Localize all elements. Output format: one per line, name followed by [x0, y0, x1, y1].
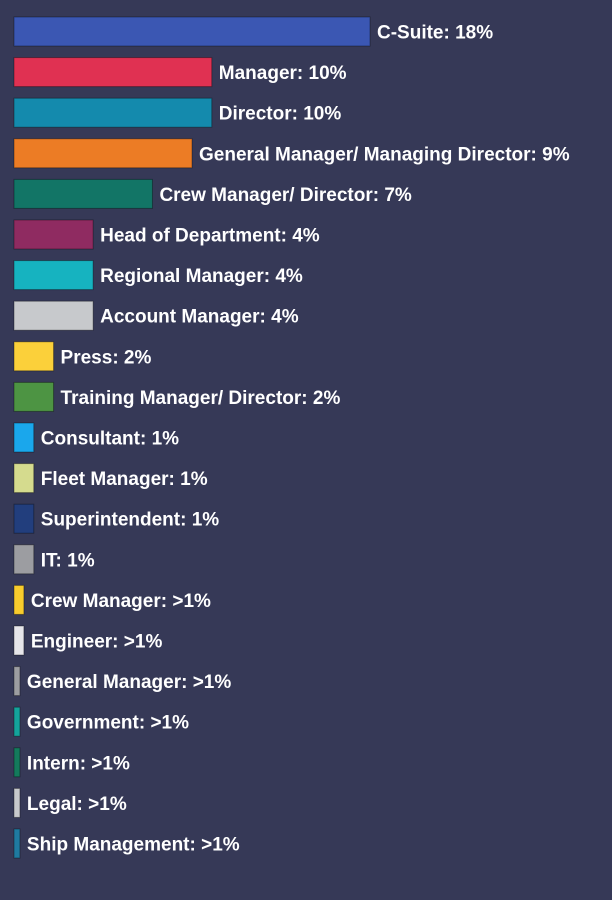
- bar-press: [13, 341, 55, 372]
- bars-layer: C-Suite: 18% Manager: 10% Director: 10% Gen…: [13, 16, 570, 859]
- bar-director: [13, 97, 213, 128]
- bar-label: Account Manager: 4%: [100, 307, 299, 328]
- bar-government: [13, 706, 21, 737]
- bar-label: Head of Department: 4%: [100, 226, 320, 247]
- bar-regional-manager: [13, 260, 94, 291]
- bar-engineer: [13, 625, 25, 656]
- bar-label: Legal: >1%: [27, 794, 127, 815]
- bar-fleet-manager: [13, 463, 35, 494]
- bar-crew-manager: [13, 584, 25, 615]
- bar-label: Training Manager/ Director: 2%: [61, 388, 341, 409]
- bar-label: Government: >1%: [27, 713, 189, 734]
- bar-label: Intern: >1%: [27, 753, 130, 774]
- bar-label: IT: 1%: [41, 550, 95, 571]
- bar-label: Ship Management: >1%: [27, 835, 240, 856]
- bar-ship-management: [13, 828, 21, 859]
- bar-it: [13, 544, 35, 575]
- bar-head-of-department: [13, 219, 94, 250]
- bar-label: Press: 2%: [61, 347, 152, 368]
- bar-training-manager-director: [13, 381, 55, 412]
- bar-label: Director: 10%: [219, 104, 342, 125]
- bar-label: General Manager/ Managing Director: 9%: [199, 144, 570, 165]
- bar-label: Manager: 10%: [219, 63, 347, 84]
- bar-legal: [13, 787, 21, 818]
- bar-crew-manager-director: [13, 178, 153, 209]
- bar-label: Crew Manager/ Director: 7%: [159, 185, 411, 206]
- bar-manager: [13, 57, 213, 88]
- bar-label: C-Suite: 18%: [377, 23, 493, 44]
- bar-label: General Manager: >1%: [27, 672, 231, 693]
- bar-label: Engineer: >1%: [31, 632, 163, 653]
- bar-label: Crew Manager: >1%: [31, 591, 211, 612]
- bar-label: Regional Manager: 4%: [100, 266, 303, 287]
- bar-c-suite: [13, 16, 371, 47]
- bar-label: Fleet Manager: 1%: [41, 469, 208, 490]
- bar-general-manager: [13, 666, 21, 697]
- bar-consultant: [13, 422, 35, 453]
- bar-general-manager-managing-director: [13, 138, 193, 169]
- bar-superintendent: [13, 503, 35, 534]
- bar-intern: [13, 747, 21, 778]
- bar-label: Consultant: 1%: [41, 429, 179, 450]
- bar-label: Superintendent: 1%: [41, 510, 220, 531]
- bar-account-manager: [13, 300, 94, 331]
